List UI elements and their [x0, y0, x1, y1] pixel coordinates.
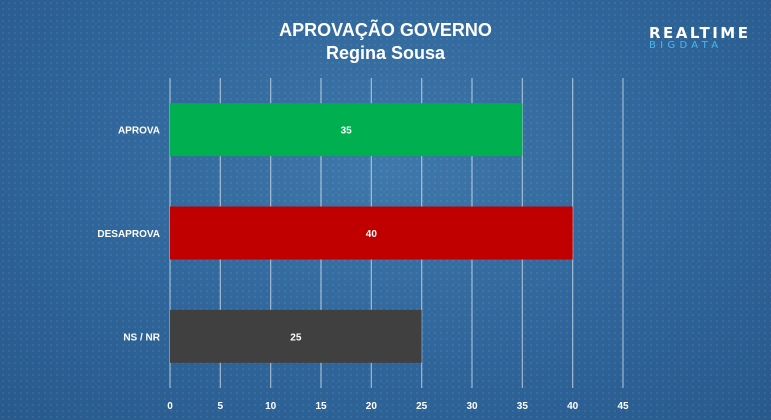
- category-label: NS / NR: [123, 332, 160, 343]
- x-tick-label: 45: [617, 401, 629, 412]
- x-tick-label: 5: [218, 401, 224, 412]
- x-tick-label: 0: [167, 401, 173, 412]
- category-label: DESAPROVA: [97, 229, 160, 240]
- logo-text-top: REALTIME: [649, 24, 751, 42]
- chart-subtitle: Regina Sousa: [325, 43, 446, 63]
- x-tick-label: 30: [466, 401, 478, 412]
- x-tick-label: 15: [315, 401, 327, 412]
- bar: [170, 309, 422, 363]
- bar: [170, 206, 573, 260]
- x-tick-label: 25: [416, 401, 428, 412]
- x-tick-label: 35: [517, 401, 529, 412]
- logo-text-bottom: BIGDATA: [649, 40, 723, 51]
- x-tick-label: 40: [567, 401, 579, 412]
- bar: [170, 103, 523, 157]
- data-label: 35: [341, 126, 353, 137]
- data-label: 40: [366, 229, 378, 240]
- x-tick-label: 20: [366, 401, 378, 412]
- x-tick-label: 10: [265, 401, 277, 412]
- category-label: APROVA: [118, 126, 160, 137]
- chart-title: APROVAÇÃO GOVERNO: [279, 20, 492, 40]
- realtime-bigdata-logo: REALTIME BIGDATA: [649, 24, 751, 51]
- data-label: 25: [290, 332, 302, 343]
